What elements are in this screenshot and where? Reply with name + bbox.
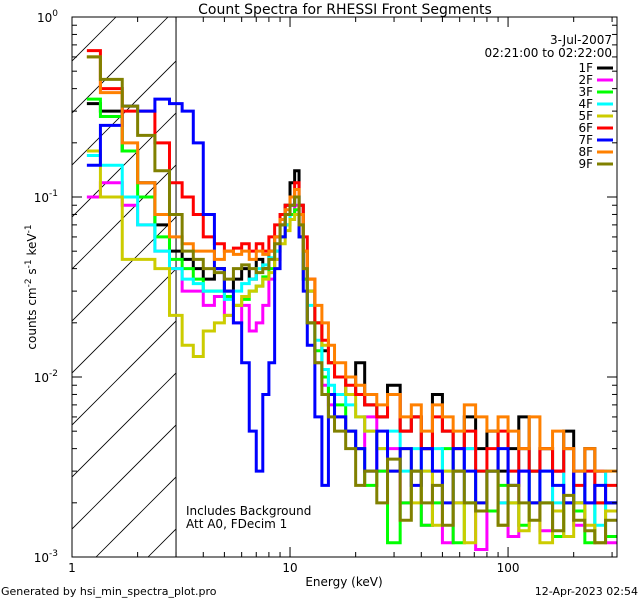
time-range-label: 02:21:00 to 02:22:00 (485, 46, 612, 60)
footer-timestamp: 12-Apr-2023 02:54 (535, 585, 638, 598)
y-axis-label: counts cm-2 s-1 keV-1 (24, 224, 39, 349)
legend-label-8F: 8F (578, 145, 593, 159)
legend-label-3F: 3F (578, 85, 593, 99)
y-tick-label: 10-3 (34, 549, 58, 565)
hatch-line (72, 424, 177, 530)
legend-label-7F: 7F (578, 133, 593, 147)
legend-label-5F: 5F (578, 109, 593, 123)
hatch-line (72, 372, 177, 478)
hatch-line (0, 17, 12, 557)
hatch-line (72, 268, 177, 374)
y-tick-label: 10-2 (34, 369, 58, 385)
annotation-background: Includes Background (186, 504, 311, 518)
legend-label-9F: 9F (578, 157, 593, 171)
annotation-attenuator: Att A0, FDecim 1 (186, 517, 287, 531)
x-axis-label: Energy (keV) (305, 575, 382, 589)
x-tick-label: 10 (282, 561, 297, 575)
y-tick-label: 100 (37, 9, 58, 25)
series-line-7F (86, 97, 617, 505)
series-line-1F (86, 102, 617, 505)
series-line-9F (86, 55, 617, 545)
chart-title: Count Spectra for RHESSI Front Segments (198, 2, 492, 18)
x-tick-label: 100 (497, 561, 520, 575)
legend-label-4F: 4F (578, 97, 593, 111)
legend-label-2F: 2F (578, 73, 593, 87)
series-line-8F (86, 55, 617, 473)
footer-generated-by: Generated by hsi_min_spectra_plot.pro (1, 585, 217, 598)
series-line-3F (86, 97, 617, 545)
y-tick-label: 10-1 (34, 189, 58, 205)
hatch-line (72, 112, 177, 218)
plot-frame (71, 16, 618, 558)
series-group (86, 49, 617, 552)
legend-label-6F: 6F (578, 121, 593, 135)
series-line-5F (86, 149, 617, 545)
x-tick-label: 1 (68, 561, 76, 575)
legend-label-1F: 1F (578, 61, 593, 75)
series-line-6F (86, 49, 617, 505)
hatch-line (72, 17, 169, 114)
hatch-line (147, 528, 177, 557)
hatch-line (72, 216, 177, 322)
date-label: 3-Jul-2007 (550, 33, 612, 47)
